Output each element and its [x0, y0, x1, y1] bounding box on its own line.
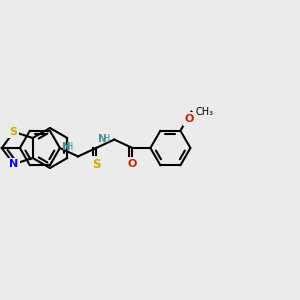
Text: H: H — [103, 134, 110, 144]
Text: H: H — [66, 142, 74, 152]
Text: N: N — [98, 134, 106, 144]
Text: O: O — [184, 114, 194, 124]
Text: S: S — [10, 127, 18, 137]
Text: CH₃: CH₃ — [195, 106, 214, 117]
Text: S: S — [92, 158, 100, 170]
Text: N: N — [9, 159, 18, 169]
Text: O: O — [128, 159, 137, 169]
Text: N: N — [61, 142, 70, 152]
